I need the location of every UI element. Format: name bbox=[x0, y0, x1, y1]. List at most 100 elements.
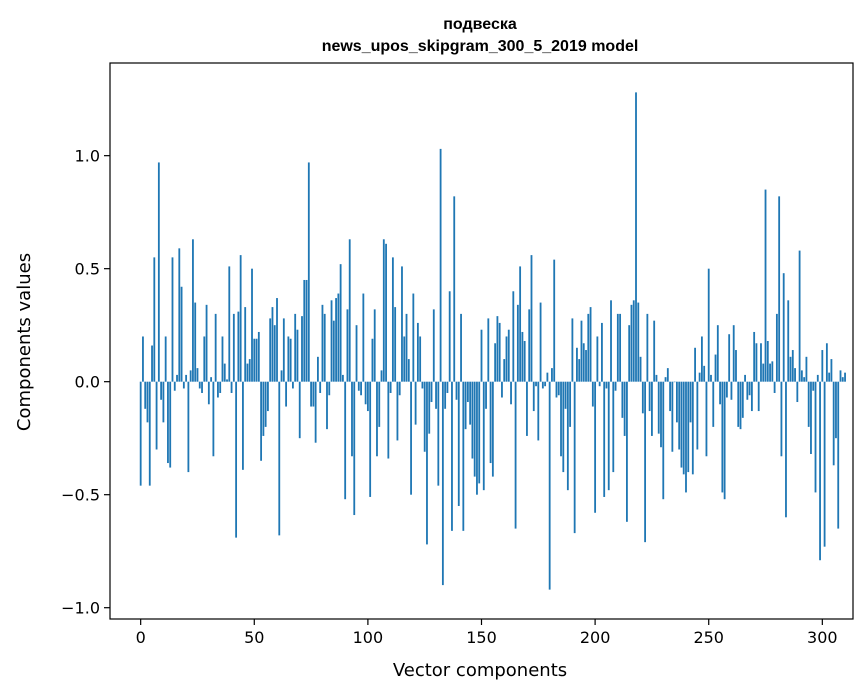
bar bbox=[796, 381, 799, 403]
bar bbox=[603, 381, 606, 497]
bar bbox=[685, 381, 687, 493]
bar bbox=[598, 381, 601, 387]
bar bbox=[639, 356, 642, 382]
bar bbox=[805, 356, 808, 382]
bar bbox=[155, 381, 158, 450]
bar bbox=[794, 368, 796, 382]
y-tick-label: 1.0 bbox=[75, 147, 100, 166]
bar bbox=[807, 381, 810, 427]
bar bbox=[246, 363, 249, 382]
bar bbox=[469, 381, 472, 425]
bar bbox=[255, 338, 258, 382]
bar bbox=[737, 381, 740, 427]
bar bbox=[671, 381, 674, 452]
bar bbox=[337, 293, 340, 382]
bar bbox=[728, 334, 731, 382]
bar bbox=[682, 381, 685, 475]
bar bbox=[691, 381, 694, 475]
bar bbox=[505, 336, 508, 382]
bar bbox=[485, 381, 487, 409]
bar bbox=[739, 381, 742, 430]
bar bbox=[480, 329, 483, 382]
bar bbox=[162, 381, 165, 423]
bar bbox=[655, 374, 658, 382]
bar bbox=[787, 300, 790, 382]
x-tick-label: 50 bbox=[244, 628, 264, 647]
bar bbox=[644, 381, 647, 543]
bar bbox=[232, 313, 235, 382]
y-tick-label: 0.5 bbox=[75, 260, 100, 279]
bar bbox=[273, 325, 276, 382]
bar bbox=[305, 279, 308, 382]
bar bbox=[235, 381, 238, 538]
bar bbox=[180, 286, 183, 382]
bar bbox=[596, 336, 599, 382]
bar bbox=[153, 257, 156, 382]
bar bbox=[839, 370, 842, 382]
bar bbox=[194, 302, 197, 382]
bar bbox=[678, 381, 681, 450]
bar bbox=[398, 381, 401, 396]
bar bbox=[537, 381, 540, 441]
bar bbox=[462, 381, 465, 531]
bar bbox=[564, 381, 567, 409]
bar bbox=[730, 381, 733, 400]
bar bbox=[573, 381, 576, 534]
bar bbox=[830, 359, 833, 382]
bar bbox=[694, 347, 696, 382]
bar bbox=[526, 381, 528, 436]
bar bbox=[785, 381, 787, 518]
bar bbox=[487, 318, 490, 382]
bar bbox=[344, 381, 347, 500]
bar bbox=[385, 243, 387, 382]
bar bbox=[489, 381, 492, 464]
bar bbox=[628, 325, 631, 382]
bar bbox=[403, 336, 406, 382]
bar bbox=[326, 381, 328, 430]
bar bbox=[287, 336, 290, 382]
bar bbox=[269, 318, 272, 382]
bar bbox=[551, 368, 553, 382]
bar bbox=[698, 372, 701, 382]
bar bbox=[744, 374, 746, 382]
bar bbox=[601, 322, 603, 382]
bar bbox=[387, 381, 390, 459]
bar bbox=[466, 381, 469, 403]
bar bbox=[541, 381, 544, 389]
bar bbox=[746, 381, 749, 400]
bar bbox=[653, 320, 656, 382]
bar bbox=[680, 381, 683, 468]
bar bbox=[242, 381, 244, 470]
bar bbox=[210, 377, 213, 382]
bar bbox=[451, 381, 453, 531]
bar bbox=[651, 381, 653, 436]
bar bbox=[478, 381, 481, 484]
bar bbox=[198, 381, 201, 389]
bar bbox=[821, 350, 824, 382]
bar bbox=[364, 381, 367, 405]
bar bbox=[323, 313, 326, 382]
bar bbox=[196, 368, 199, 382]
bar bbox=[700, 336, 703, 382]
bar bbox=[321, 304, 324, 382]
chart-subtitle: news_upos_skipgram_300_5_2019 model bbox=[322, 38, 639, 55]
bar bbox=[378, 381, 381, 427]
bar bbox=[176, 374, 178, 382]
chart-title: подвеска bbox=[443, 16, 517, 33]
bar bbox=[687, 381, 690, 473]
bar bbox=[207, 381, 210, 405]
bar bbox=[230, 381, 233, 393]
bar bbox=[294, 313, 297, 382]
bar bbox=[750, 381, 753, 412]
bar bbox=[496, 316, 499, 382]
bar bbox=[725, 381, 728, 398]
bar bbox=[560, 381, 562, 457]
bar bbox=[741, 381, 744, 418]
bar bbox=[203, 336, 206, 382]
bar bbox=[396, 381, 399, 441]
bar bbox=[157, 162, 160, 382]
bar bbox=[219, 381, 222, 393]
bar bbox=[341, 374, 344, 382]
x-tick-label: 0 bbox=[136, 628, 146, 647]
bar bbox=[139, 381, 142, 486]
